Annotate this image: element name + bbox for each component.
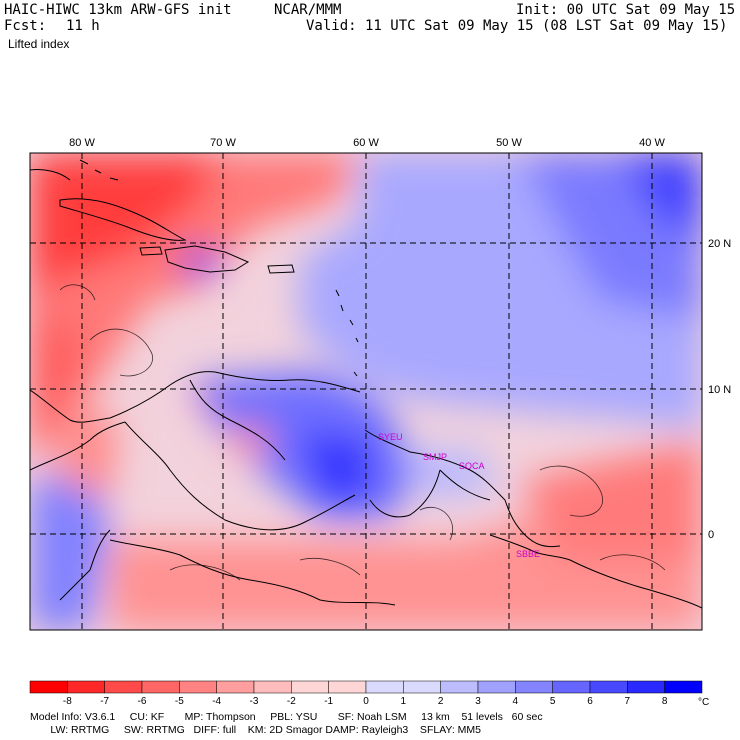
colorbar-tick-label: -8	[63, 696, 72, 707]
station-label-syeu: SYEU	[378, 432, 403, 442]
model-title: HAIC-HIWC 13km ARW-GFS init	[4, 2, 232, 18]
colorbar-tick-label: -4	[212, 696, 221, 707]
station-labels: SYEU SMJP SOCA SBBE	[378, 432, 540, 559]
colorbar-box	[179, 680, 217, 694]
colorbar-box	[328, 680, 367, 694]
zero-contours	[59, 284, 666, 581]
colorbar-tick-label: 3	[475, 696, 481, 707]
lon-labels: 80 W 70 W 60 W 50 W 40 W	[69, 137, 665, 149]
colorbar-tick-label: -7	[100, 696, 109, 707]
colorbar-box	[589, 680, 628, 694]
colorbar-box	[291, 680, 329, 694]
colorbar-box	[29, 680, 68, 694]
lon-label-60w: 60 W	[353, 137, 379, 149]
colorbar-tick-label: 2	[438, 696, 444, 707]
colorbar-box	[552, 680, 591, 694]
colorbar-tick-label: -3	[250, 696, 259, 707]
init-time: Init: 00 UTC Sat 09 May 15	[516, 2, 736, 18]
colorbar-box	[253, 680, 292, 694]
lat-labels: 20 N 10 N 0	[708, 238, 731, 541]
station-label-sbbe: SBBE	[516, 549, 540, 559]
field-shading	[30, 153, 702, 630]
field-name: Lifted index	[8, 37, 70, 51]
station-label-smjp: SMJP	[423, 452, 447, 462]
lat-label-20n: 20 N	[708, 238, 731, 250]
colorbar-tick-label: 5	[550, 696, 556, 707]
map-field: SYEU SMJP SOCA SBBE	[30, 153, 702, 630]
colorbar-box	[104, 680, 143, 694]
colorbar-tick-label: 1	[401, 696, 407, 707]
colorbar-box	[664, 680, 703, 694]
valid-time: Valid: 11 UTC Sat 09 May 15 (08 LST Sat …	[306, 18, 728, 34]
lat-label-10n: 10 N	[708, 384, 731, 396]
fcst-label: Fcst:	[4, 18, 47, 34]
colorbar-box	[365, 680, 404, 694]
colorbar-tick-label: 4	[513, 696, 519, 707]
colorbar-unit: °C	[698, 697, 709, 708]
colorbar-box	[403, 680, 441, 694]
colorbar-box	[515, 680, 553, 694]
grid-lines	[30, 153, 702, 630]
lat-label-0: 0	[708, 529, 714, 541]
lon-label-50w: 50 W	[496, 137, 522, 149]
colorbar-box	[216, 680, 255, 694]
lon-label-70w: 70 W	[210, 137, 236, 149]
colorbar-box	[67, 680, 105, 694]
colorbar-tick-label: 8	[662, 696, 668, 707]
colorbar-box	[440, 680, 479, 694]
model-info-line2: LW: RRTMG SW: RRTMG DIFF: full KM: 2D Sm…	[30, 724, 482, 736]
map-frame	[29, 152, 703, 631]
colorbar-tick-label: 7	[625, 696, 631, 707]
colorbar-tick-label: -5	[175, 696, 184, 707]
colorbar-box	[627, 680, 665, 694]
lon-label-40w: 40 W	[639, 137, 665, 149]
colorbar: -8 -7 -6 -5 -4 -3 -2 -1 0 1 2 3 4 5 6 7 8	[29, 680, 703, 707]
colorbar-tick-label: -1	[324, 696, 333, 707]
coastlines	[30, 159, 702, 609]
org-label: NCAR/MMM	[274, 2, 342, 18]
colorbar-tick-label: -2	[287, 696, 296, 707]
fcst-value: 11 h	[66, 18, 100, 34]
colorbar-tick-label: -6	[138, 696, 147, 707]
colorbar-tick-label: 0	[363, 696, 369, 707]
colorbar-box	[141, 680, 180, 694]
station-label-soca: SOCA	[459, 461, 485, 471]
colorbar-box	[477, 680, 516, 694]
model-info-line1: Model Info: V3.6.1 CU: KF MP: Thompson P…	[30, 711, 543, 723]
lon-label-80w: 80 W	[69, 137, 95, 149]
colorbar-tick-label: 6	[587, 696, 593, 707]
